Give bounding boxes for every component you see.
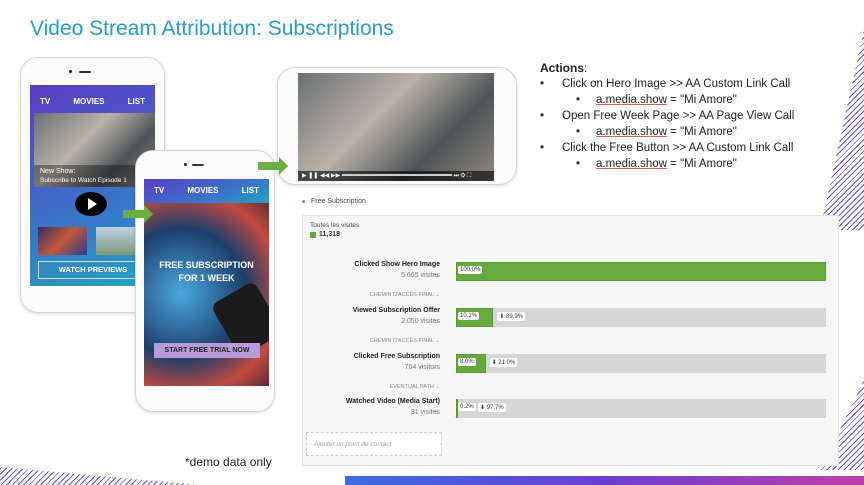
- path-dropdown[interactable]: EVENTUAL PATH ⌄: [389, 384, 440, 390]
- step-name: Clicked Show Hero Image: [354, 261, 440, 268]
- phone-offer: TV MOVIES LIST FREE SUBSCRIPTION FOR 1 W…: [135, 150, 275, 412]
- nav-movies[interactable]: MOVIES: [73, 97, 105, 106]
- chevron-down-icon: ⌄: [435, 292, 440, 298]
- hero-image[interactable]: New Show: Subscribe to Watch Episode 1: [34, 113, 155, 187]
- footnote: *demo data only: [185, 455, 272, 469]
- step-label: Viewed Subscription Offer 2 050 visites: [280, 307, 440, 325]
- fallout-panel: Toutes les visites 11,318: [302, 215, 839, 466]
- decorative-gradient-band: [345, 476, 864, 485]
- accent-dot-icon: [302, 200, 305, 203]
- nav-tv[interactable]: TV: [154, 186, 165, 195]
- flow-arrow-icon: [123, 205, 153, 223]
- action-item: Open Free Week Page >> AA Page View Call: [540, 108, 794, 124]
- nav-bar: TV MOVIES LIST: [30, 97, 155, 106]
- step-name: Clicked Free Subscription: [353, 353, 440, 360]
- step-count: 704 visitors: [404, 364, 440, 371]
- decorative-stripes: [0, 467, 200, 485]
- player-controls[interactable]: ▶ ❚❚ ◀◀ ▶▶ ⏭ ⚙ ⛶: [298, 171, 494, 181]
- step-percent: 0.2%: [458, 403, 476, 411]
- step-bar[interactable]: 0.2% ⬇ 97.7%: [456, 399, 826, 418]
- watch-previews-button[interactable]: WATCH PREVIEWS: [38, 261, 148, 279]
- path-dropdown[interactable]: CHEMIN D'ACCÈS FINAL ⌄: [369, 338, 440, 344]
- play-icon[interactable]: [75, 192, 107, 216]
- flow-arrow-icon: [258, 157, 288, 175]
- slide-title: Video Stream Attribution: Subscriptions: [30, 17, 394, 40]
- thumbnail[interactable]: [38, 227, 87, 255]
- nav-tv[interactable]: TV: [40, 97, 51, 106]
- segment-name: Toutes les visites: [310, 222, 360, 229]
- step-name: Watched Video (Media Start): [345, 398, 440, 405]
- step-label: Clicked Free Subscription 704 visitors: [280, 353, 440, 371]
- chevron-down-icon: ⌄: [435, 384, 440, 390]
- step-bar[interactable]: 10.1% ⬇ 89.9%: [456, 308, 826, 327]
- action-item: Click on Hero Image >> AA Custom Link Ca…: [540, 76, 794, 92]
- step-percent: 8.0%: [458, 358, 476, 366]
- step-dropoff: ⬇ 21.0%: [489, 358, 518, 367]
- phone-video-player: ▶ ❚❚ ◀◀ ▶▶ ⏭ ⚙ ⛶: [277, 67, 517, 185]
- step-name: Viewed Subscription Offer: [352, 307, 440, 314]
- step-percent: 10.1%: [458, 312, 480, 320]
- segment-total: 11,318: [319, 231, 341, 238]
- path-dropdown[interactable]: CHEMIN D'ACCÈS FINAL ⌄: [369, 292, 440, 298]
- video-player[interactable]: ▶ ❚❚ ◀◀ ▶▶ ⏭ ⚙ ⛶: [298, 73, 494, 181]
- step-bar[interactable]: 100.0%: [456, 262, 826, 281]
- chevron-down-icon: ⌄: [435, 338, 440, 344]
- step-percent: 100.0%: [458, 266, 483, 274]
- step-bar-fill: [456, 399, 458, 418]
- step-count: 5 665 visites: [401, 272, 440, 279]
- actions-heading: Actions: [540, 61, 585, 75]
- hero-caption-1: New Show:: [40, 168, 76, 175]
- segment-swatch: [310, 232, 316, 238]
- nav-movies[interactable]: MOVIES: [187, 186, 219, 195]
- nav-list[interactable]: LIST: [127, 97, 145, 106]
- step-dropoff: ⬇ 97.7%: [478, 403, 506, 412]
- offer-headline-2: FOR 1 WEEK: [178, 273, 235, 283]
- panel-title[interactable]: Free Subscription: [311, 198, 366, 205]
- action-sub-item: a.media.show = "Mi Amore": [540, 156, 794, 172]
- step-count: 2 050 visites: [401, 318, 440, 325]
- nav-list[interactable]: LIST: [241, 186, 259, 195]
- action-item: Click the Free Button >> AA Custom Link …: [540, 140, 794, 156]
- step-bar[interactable]: 8.0% ⬇ 21.0%: [456, 354, 826, 373]
- hero-caption-2: Subscribe to Watch Episode 1: [40, 177, 127, 184]
- action-sub-item: a.media.show = "Mi Amore": [540, 92, 794, 108]
- offer-headline-1: FREE SUBSCRIPTION: [159, 260, 254, 270]
- action-sub-item: a.media.show = "Mi Amore": [540, 124, 794, 140]
- decorative-stripes: [820, 30, 864, 230]
- step-dropoff: ⬇ 89.9%: [497, 312, 526, 321]
- actions-list: Actions: Click on Hero Image >> AA Custo…: [540, 60, 794, 172]
- step-bar-fill: [456, 262, 826, 281]
- nav-bar: TV MOVIES LIST: [144, 179, 269, 203]
- step-label: Clicked Show Hero Image 5 665 visites: [280, 261, 440, 279]
- step-label: Watched Video (Media Start) 31 visites: [280, 398, 440, 416]
- add-touchpoint-input[interactable]: Ajouter un point de contact: [306, 432, 442, 456]
- step-count: 31 visites: [410, 409, 440, 416]
- start-free-trial-button[interactable]: START FREE TRIAL NOW: [154, 343, 260, 358]
